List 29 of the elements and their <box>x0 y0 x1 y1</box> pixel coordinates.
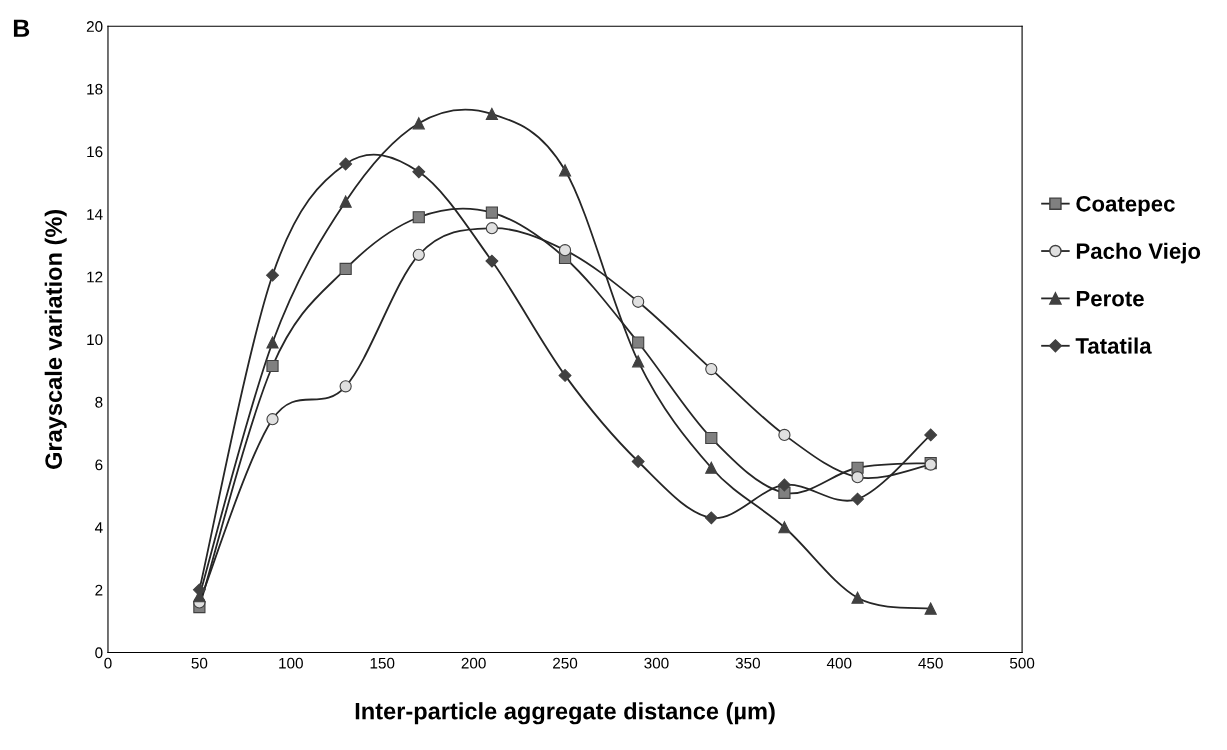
x-tick-label: 500 <box>1009 657 1035 669</box>
legend-label: Coatepec <box>1076 195 1175 217</box>
y-tick-label: 2 <box>95 584 103 596</box>
y-tick-label: 0 <box>95 647 103 659</box>
y-tick-label: 10 <box>87 334 103 346</box>
legend-label: Pacho Viejo <box>1076 242 1201 264</box>
y-tick-label: 18 <box>87 83 103 95</box>
y-tick-label: 20 <box>86 21 103 32</box>
y-tick-label: 16 <box>87 146 103 158</box>
x-tick-label: 100 <box>279 657 303 669</box>
y-tick-label: 8 <box>95 396 103 408</box>
y-tick-label: 6 <box>95 459 103 471</box>
text: B <box>13 19 30 37</box>
x-tick-label: 50 <box>191 657 208 669</box>
x-tick-label: 450 <box>918 657 943 669</box>
x-tick-label: 350 <box>735 657 761 669</box>
legend-label: Perote <box>1076 290 1144 307</box>
y-tick-label: 4 <box>94 522 103 533</box>
x-tick-label: 200 <box>461 657 486 669</box>
y-axis-title: Grayscale variation (%) <box>44 209 67 469</box>
x-axis-title: Inter-particle aggregate distance (µm) <box>355 702 775 725</box>
y-tick-label: 12 <box>87 271 103 283</box>
y-tick-label: 14 <box>87 209 103 220</box>
x-tick-label: 0 <box>104 657 112 669</box>
legend-label: Tatatila <box>1075 337 1152 354</box>
x-tick-label: 300 <box>644 657 669 669</box>
x-tick-label: 400 <box>826 657 852 669</box>
x-tick-label: 250 <box>553 657 578 669</box>
x-tick-label: 150 <box>370 657 395 669</box>
